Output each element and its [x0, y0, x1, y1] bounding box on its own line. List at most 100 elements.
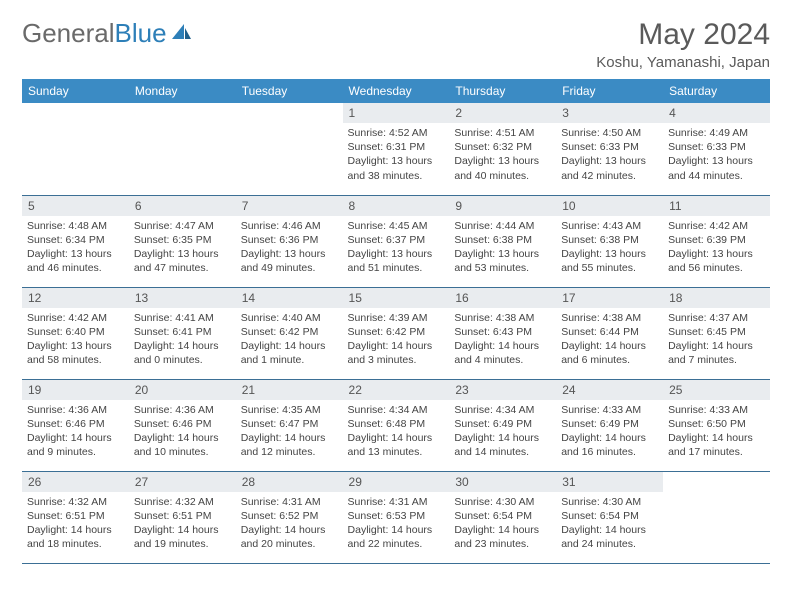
calendar-day-cell: 25Sunrise: 4:33 AMSunset: 6:50 PMDayligh…	[663, 379, 770, 471]
calendar-day-cell: 15Sunrise: 4:39 AMSunset: 6:42 PMDayligh…	[343, 287, 450, 379]
calendar-day-cell: 9Sunrise: 4:44 AMSunset: 6:38 PMDaylight…	[449, 195, 556, 287]
calendar-day-cell: 2Sunrise: 4:51 AMSunset: 6:32 PMDaylight…	[449, 103, 556, 195]
calendar-day-cell	[236, 103, 343, 195]
day-number: 16	[449, 288, 556, 308]
day-data: Sunrise: 4:42 AMSunset: 6:40 PMDaylight:…	[22, 308, 129, 372]
day-number: 4	[663, 103, 770, 123]
calendar-day-cell: 12Sunrise: 4:42 AMSunset: 6:40 PMDayligh…	[22, 287, 129, 379]
day-data: Sunrise: 4:31 AMSunset: 6:53 PMDaylight:…	[343, 492, 450, 556]
day-data	[129, 123, 236, 130]
calendar-week-row: 12Sunrise: 4:42 AMSunset: 6:40 PMDayligh…	[22, 287, 770, 379]
day-data: Sunrise: 4:34 AMSunset: 6:49 PMDaylight:…	[449, 400, 556, 464]
day-data: Sunrise: 4:33 AMSunset: 6:50 PMDaylight:…	[663, 400, 770, 464]
calendar-day-cell: 28Sunrise: 4:31 AMSunset: 6:52 PMDayligh…	[236, 471, 343, 563]
day-data: Sunrise: 4:37 AMSunset: 6:45 PMDaylight:…	[663, 308, 770, 372]
day-data: Sunrise: 4:38 AMSunset: 6:44 PMDaylight:…	[556, 308, 663, 372]
day-data: Sunrise: 4:49 AMSunset: 6:33 PMDaylight:…	[663, 123, 770, 187]
day-number: 28	[236, 472, 343, 492]
month-title: May 2024	[596, 18, 770, 52]
day-number: 22	[343, 380, 450, 400]
day-data: Sunrise: 4:42 AMSunset: 6:39 PMDaylight:…	[663, 216, 770, 280]
day-header: Wednesday	[343, 79, 450, 103]
day-data: Sunrise: 4:43 AMSunset: 6:38 PMDaylight:…	[556, 216, 663, 280]
calendar-day-cell: 29Sunrise: 4:31 AMSunset: 6:53 PMDayligh…	[343, 471, 450, 563]
calendar-day-cell: 10Sunrise: 4:43 AMSunset: 6:38 PMDayligh…	[556, 195, 663, 287]
calendar-week-row: 19Sunrise: 4:36 AMSunset: 6:46 PMDayligh…	[22, 379, 770, 471]
day-number: 21	[236, 380, 343, 400]
day-number: 26	[22, 472, 129, 492]
day-data: Sunrise: 4:36 AMSunset: 6:46 PMDaylight:…	[22, 400, 129, 464]
day-data: Sunrise: 4:47 AMSunset: 6:35 PMDaylight:…	[129, 216, 236, 280]
logo: GeneralBlue	[22, 18, 193, 49]
logo-text-2: Blue	[115, 18, 167, 49]
day-data: Sunrise: 4:33 AMSunset: 6:49 PMDaylight:…	[556, 400, 663, 464]
day-header: Saturday	[663, 79, 770, 103]
day-number: 19	[22, 380, 129, 400]
title-block: May 2024 Koshu, Yamanashi, Japan	[596, 18, 770, 71]
day-data: Sunrise: 4:38 AMSunset: 6:43 PMDaylight:…	[449, 308, 556, 372]
calendar-day-cell: 31Sunrise: 4:30 AMSunset: 6:54 PMDayligh…	[556, 471, 663, 563]
day-data: Sunrise: 4:48 AMSunset: 6:34 PMDaylight:…	[22, 216, 129, 280]
day-number	[129, 103, 236, 123]
day-header: Friday	[556, 79, 663, 103]
calendar-day-cell: 20Sunrise: 4:36 AMSunset: 6:46 PMDayligh…	[129, 379, 236, 471]
calendar-header-row: SundayMondayTuesdayWednesdayThursdayFrid…	[22, 79, 770, 103]
day-number	[663, 472, 770, 492]
calendar-week-row: 1Sunrise: 4:52 AMSunset: 6:31 PMDaylight…	[22, 103, 770, 195]
calendar-day-cell	[22, 103, 129, 195]
header: GeneralBlue May 2024 Koshu, Yamanashi, J…	[22, 18, 770, 71]
day-header: Thursday	[449, 79, 556, 103]
calendar-day-cell: 18Sunrise: 4:37 AMSunset: 6:45 PMDayligh…	[663, 287, 770, 379]
calendar-day-cell: 19Sunrise: 4:36 AMSunset: 6:46 PMDayligh…	[22, 379, 129, 471]
day-data	[22, 123, 129, 130]
day-number: 17	[556, 288, 663, 308]
day-number: 24	[556, 380, 663, 400]
day-number: 31	[556, 472, 663, 492]
day-data: Sunrise: 4:32 AMSunset: 6:51 PMDaylight:…	[22, 492, 129, 556]
day-data: Sunrise: 4:44 AMSunset: 6:38 PMDaylight:…	[449, 216, 556, 280]
logo-text-1: General	[22, 18, 115, 49]
day-data	[663, 492, 770, 499]
day-number: 18	[663, 288, 770, 308]
day-number: 7	[236, 196, 343, 216]
day-number: 5	[22, 196, 129, 216]
day-number: 10	[556, 196, 663, 216]
day-data: Sunrise: 4:51 AMSunset: 6:32 PMDaylight:…	[449, 123, 556, 187]
calendar-day-cell: 17Sunrise: 4:38 AMSunset: 6:44 PMDayligh…	[556, 287, 663, 379]
day-number: 2	[449, 103, 556, 123]
day-number: 25	[663, 380, 770, 400]
day-header: Tuesday	[236, 79, 343, 103]
calendar-day-cell: 26Sunrise: 4:32 AMSunset: 6:51 PMDayligh…	[22, 471, 129, 563]
day-number: 23	[449, 380, 556, 400]
calendar-day-cell: 8Sunrise: 4:45 AMSunset: 6:37 PMDaylight…	[343, 195, 450, 287]
day-data: Sunrise: 4:45 AMSunset: 6:37 PMDaylight:…	[343, 216, 450, 280]
location: Koshu, Yamanashi, Japan	[596, 54, 770, 71]
day-data: Sunrise: 4:35 AMSunset: 6:47 PMDaylight:…	[236, 400, 343, 464]
day-number	[236, 103, 343, 123]
calendar-day-cell: 27Sunrise: 4:32 AMSunset: 6:51 PMDayligh…	[129, 471, 236, 563]
day-data	[236, 123, 343, 130]
calendar-body: 1Sunrise: 4:52 AMSunset: 6:31 PMDaylight…	[22, 103, 770, 563]
calendar-day-cell: 13Sunrise: 4:41 AMSunset: 6:41 PMDayligh…	[129, 287, 236, 379]
calendar-day-cell: 21Sunrise: 4:35 AMSunset: 6:47 PMDayligh…	[236, 379, 343, 471]
day-number: 9	[449, 196, 556, 216]
day-number: 27	[129, 472, 236, 492]
day-data: Sunrise: 4:36 AMSunset: 6:46 PMDaylight:…	[129, 400, 236, 464]
calendar-day-cell: 23Sunrise: 4:34 AMSunset: 6:49 PMDayligh…	[449, 379, 556, 471]
calendar-day-cell: 22Sunrise: 4:34 AMSunset: 6:48 PMDayligh…	[343, 379, 450, 471]
calendar-week-row: 26Sunrise: 4:32 AMSunset: 6:51 PMDayligh…	[22, 471, 770, 563]
calendar-day-cell	[663, 471, 770, 563]
day-number: 12	[22, 288, 129, 308]
day-header: Monday	[129, 79, 236, 103]
day-number: 8	[343, 196, 450, 216]
calendar-day-cell: 3Sunrise: 4:50 AMSunset: 6:33 PMDaylight…	[556, 103, 663, 195]
calendar-day-cell: 1Sunrise: 4:52 AMSunset: 6:31 PMDaylight…	[343, 103, 450, 195]
day-data: Sunrise: 4:39 AMSunset: 6:42 PMDaylight:…	[343, 308, 450, 372]
day-number: 15	[343, 288, 450, 308]
day-number: 13	[129, 288, 236, 308]
day-data: Sunrise: 4:30 AMSunset: 6:54 PMDaylight:…	[556, 492, 663, 556]
calendar-day-cell: 11Sunrise: 4:42 AMSunset: 6:39 PMDayligh…	[663, 195, 770, 287]
day-data: Sunrise: 4:30 AMSunset: 6:54 PMDaylight:…	[449, 492, 556, 556]
calendar-day-cell: 30Sunrise: 4:30 AMSunset: 6:54 PMDayligh…	[449, 471, 556, 563]
calendar-day-cell: 14Sunrise: 4:40 AMSunset: 6:42 PMDayligh…	[236, 287, 343, 379]
